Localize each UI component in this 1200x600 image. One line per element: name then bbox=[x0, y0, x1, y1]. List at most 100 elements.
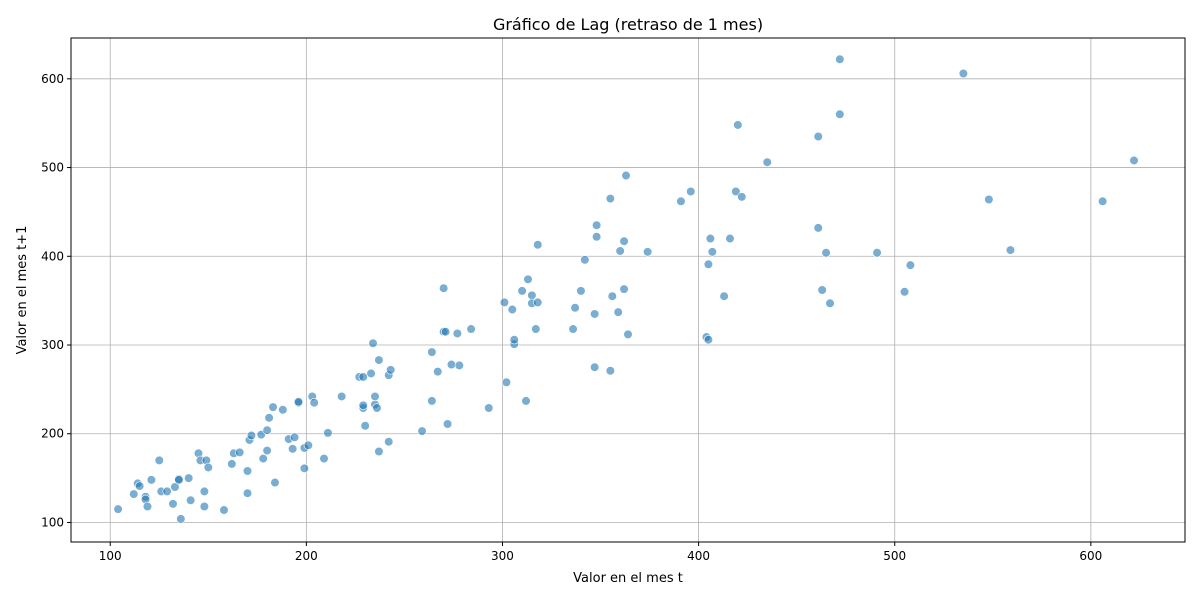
y-axis-label: Valor en el mes t+1 bbox=[15, 226, 30, 355]
data-point bbox=[835, 109, 845, 119]
data-point bbox=[592, 220, 602, 230]
data-point bbox=[590, 309, 600, 319]
data-point bbox=[427, 396, 437, 406]
data-point bbox=[219, 505, 229, 515]
data-point bbox=[703, 259, 714, 269]
data-point bbox=[813, 223, 823, 233]
data-point bbox=[262, 425, 272, 435]
data-point bbox=[619, 284, 629, 294]
data-point bbox=[533, 297, 543, 308]
data-point bbox=[262, 446, 272, 456]
data-point bbox=[905, 260, 916, 270]
data-points bbox=[113, 54, 1139, 524]
data-point bbox=[958, 68, 968, 79]
data-point bbox=[270, 477, 280, 488]
data-point bbox=[309, 398, 319, 408]
data-point bbox=[246, 430, 257, 441]
data-point bbox=[235, 447, 245, 457]
data-point bbox=[154, 455, 164, 465]
data-point bbox=[113, 504, 123, 514]
data-point bbox=[360, 421, 370, 431]
data-point bbox=[289, 432, 300, 442]
data-point bbox=[705, 233, 715, 244]
data-point bbox=[176, 514, 186, 524]
data-point bbox=[872, 248, 882, 258]
data-point bbox=[439, 283, 449, 293]
data-point bbox=[719, 291, 729, 301]
data-point bbox=[184, 473, 194, 483]
data-point bbox=[621, 170, 631, 181]
data-point bbox=[576, 286, 586, 296]
data-point bbox=[605, 194, 615, 204]
data-point bbox=[299, 463, 309, 473]
axis-ticks: 100 200 300 400 500 600 100 200 300 400 500 600 bbox=[41, 72, 1102, 563]
data-point bbox=[737, 192, 747, 202]
data-point bbox=[619, 236, 629, 246]
data-point bbox=[293, 397, 304, 407]
data-point bbox=[368, 338, 378, 348]
data-point bbox=[484, 403, 494, 413]
data-point bbox=[568, 324, 578, 334]
data-point bbox=[676, 196, 686, 206]
data-point bbox=[142, 501, 153, 512]
data-point bbox=[613, 307, 623, 317]
data-point bbox=[725, 233, 735, 244]
y-tick-label: 100 bbox=[41, 515, 64, 529]
data-point bbox=[590, 362, 600, 372]
data-point bbox=[374, 446, 384, 457]
data-point bbox=[762, 157, 772, 167]
x-tick-label: 500 bbox=[883, 549, 906, 563]
data-point bbox=[533, 240, 543, 250]
data-point bbox=[523, 274, 533, 284]
data-point bbox=[521, 396, 531, 406]
data-point bbox=[821, 248, 831, 258]
data-point bbox=[146, 475, 157, 485]
data-point bbox=[374, 355, 384, 365]
data-point bbox=[507, 304, 517, 315]
data-point bbox=[199, 486, 209, 497]
data-point bbox=[1098, 196, 1108, 206]
data-point bbox=[686, 186, 696, 197]
data-point bbox=[384, 437, 394, 447]
data-point bbox=[570, 303, 580, 313]
data-point bbox=[531, 324, 541, 334]
grid-lines bbox=[71, 38, 1185, 542]
data-point bbox=[268, 402, 278, 412]
data-point bbox=[707, 247, 717, 257]
data-point bbox=[242, 466, 253, 476]
data-point bbox=[337, 391, 347, 402]
chart-title: Gráfico de Lag (retraso de 1 mes) bbox=[493, 15, 763, 34]
data-point bbox=[199, 501, 209, 512]
y-tick-label: 600 bbox=[41, 72, 64, 86]
data-point bbox=[501, 377, 512, 387]
data-point bbox=[509, 335, 519, 345]
data-point bbox=[517, 286, 527, 296]
data-point bbox=[278, 405, 288, 415]
data-point bbox=[258, 453, 268, 464]
data-point bbox=[899, 287, 910, 297]
data-point bbox=[358, 372, 368, 382]
y-tick-label: 300 bbox=[41, 338, 64, 352]
x-axis-label: Valor en el mes t bbox=[573, 571, 683, 586]
data-point bbox=[441, 327, 451, 337]
plot-frame bbox=[70, 37, 1186, 543]
data-point bbox=[168, 499, 178, 509]
data-point bbox=[605, 366, 615, 376]
data-point bbox=[203, 462, 213, 473]
x-tick-label: 100 bbox=[99, 549, 122, 563]
data-point bbox=[303, 440, 313, 450]
data-point bbox=[615, 246, 625, 256]
data-point bbox=[288, 444, 298, 454]
data-point bbox=[1005, 245, 1016, 255]
data-point bbox=[386, 365, 396, 375]
y-tick-label: 500 bbox=[41, 161, 64, 175]
data-point bbox=[580, 255, 590, 265]
y-tick-label: 200 bbox=[41, 427, 64, 441]
data-point bbox=[623, 329, 633, 339]
data-point bbox=[319, 453, 329, 464]
data-point bbox=[323, 428, 333, 438]
data-point bbox=[174, 475, 184, 485]
data-point bbox=[427, 347, 437, 357]
